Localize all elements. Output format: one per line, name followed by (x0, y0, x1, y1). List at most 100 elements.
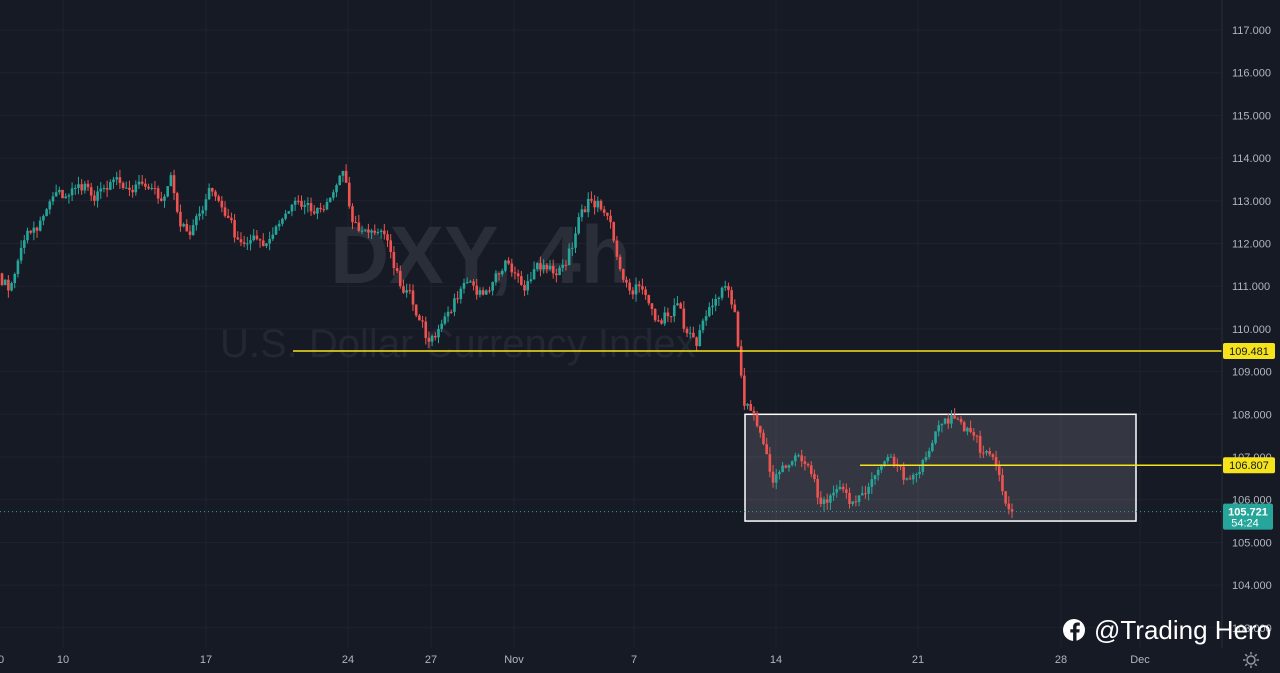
candle-body (768, 454, 772, 472)
candle-body (516, 273, 520, 277)
candle-body (475, 285, 479, 295)
candle-body (593, 200, 596, 208)
watermark-name: U.S. Dollar Currency Index (220, 322, 696, 366)
time-axis[interactable]: 10 17 24 27 Nov 7 14 21 28 Dec 0 (0, 654, 1150, 666)
candle-body (437, 328, 440, 338)
candle-body (749, 403, 753, 411)
candle-body (204, 199, 208, 211)
candle-body (959, 418, 963, 423)
candle-body (1010, 509, 1014, 512)
candle-body (48, 201, 52, 210)
candle-body (405, 290, 408, 293)
candle-body (434, 335, 437, 338)
candle-body (64, 196, 68, 199)
candle-body (571, 247, 574, 249)
candle-body (42, 215, 45, 221)
level-tag-label: 109.481 (1229, 346, 1269, 358)
candle-body (443, 316, 447, 324)
candle-body (491, 282, 494, 291)
candle-body (969, 427, 972, 433)
candle-body (449, 311, 453, 313)
candle-body (13, 274, 17, 284)
candle-body (45, 209, 48, 216)
candle-body (523, 284, 526, 291)
candle-body (166, 186, 169, 197)
candle-body (26, 230, 29, 241)
candle-body (720, 287, 724, 298)
candle-body (472, 281, 475, 286)
candle-body (727, 286, 730, 291)
candle-body (854, 501, 858, 503)
candle-body (246, 243, 249, 245)
price-axis[interactable]: 117.000 116.000 115.000 114.000 113.000 112.0… (1232, 25, 1272, 635)
grid (0, 0, 1222, 648)
candle-body (507, 260, 510, 264)
candle-body (93, 195, 96, 201)
candle-body (481, 290, 485, 295)
candle-body (252, 235, 256, 241)
candle-body (625, 279, 628, 283)
candle-body (488, 290, 491, 292)
candle-body (284, 213, 287, 219)
candle-body (172, 175, 176, 194)
candle-body (631, 290, 635, 295)
candle-body (621, 269, 625, 280)
candle-body (943, 418, 947, 424)
candle-body (408, 290, 412, 292)
candle-body (1007, 503, 1011, 510)
candle-body (386, 234, 389, 241)
candle-body (411, 290, 415, 305)
candle-body (657, 320, 660, 322)
candle-body (545, 264, 549, 270)
candle-body (0, 273, 4, 286)
candle-body (609, 215, 612, 223)
candle-body (778, 472, 781, 475)
candle-body (771, 471, 775, 483)
candle-body (794, 455, 797, 462)
candle-body (430, 335, 434, 342)
candle-body (803, 461, 807, 464)
candle-body (35, 227, 39, 231)
candle-body (892, 456, 896, 465)
candle-body (739, 346, 743, 376)
candle-body (660, 320, 663, 324)
candle-body (647, 295, 651, 304)
candle-body (179, 211, 182, 227)
candle-body (577, 217, 580, 234)
candle-body (328, 197, 332, 203)
settings-gear-icon[interactable] (1243, 652, 1259, 668)
candle-body (226, 215, 230, 218)
candle-body (666, 312, 670, 317)
candle-body (653, 308, 657, 321)
price-tick-label: 114.000 (1232, 153, 1271, 165)
candle-body (682, 308, 686, 329)
candle-body (195, 216, 198, 226)
candle-body (899, 465, 902, 467)
facebook-icon (1063, 619, 1085, 641)
candle-body (599, 200, 603, 210)
candle-body (641, 286, 644, 290)
price-tick-label: 104.000 (1232, 580, 1272, 592)
candle-body (864, 493, 867, 495)
symbol-watermark: DXY, 4h U.S. Dollar Currency Index (220, 210, 696, 366)
candle-body (870, 479, 874, 487)
candle-body (650, 303, 654, 309)
candle-body (822, 499, 826, 504)
candle-body (774, 474, 778, 483)
levels (0, 350, 1222, 513)
candle-body (838, 486, 842, 490)
candle-body (465, 281, 469, 283)
last-price-label: 105.721 (1228, 507, 1268, 519)
candle-body (77, 184, 80, 188)
candle-body (3, 279, 7, 286)
candle-body (602, 209, 606, 213)
candle-body (150, 187, 154, 189)
candle-body (198, 213, 201, 217)
candle-body (510, 263, 514, 273)
candle-body (714, 299, 717, 306)
candle-body (16, 260, 20, 275)
candle-body (456, 298, 459, 300)
